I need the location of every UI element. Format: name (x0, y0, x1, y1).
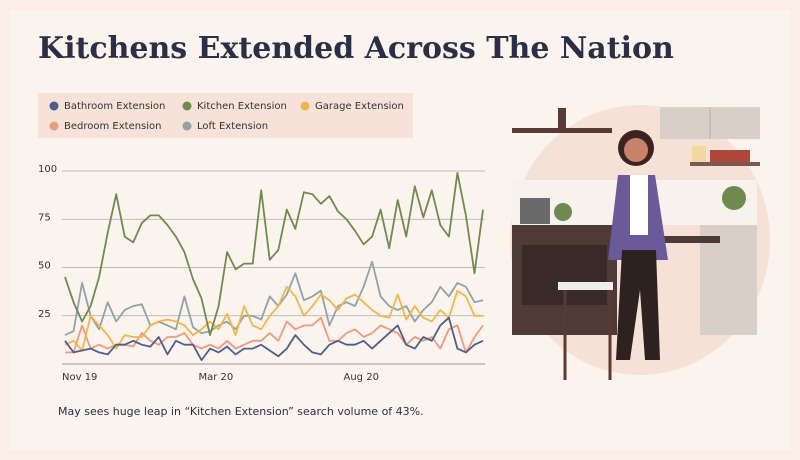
series-line (64, 285, 483, 352)
legend-label: Garage Extension (315, 101, 404, 112)
legend-box (38, 93, 413, 138)
x-tick-label: Mar 20 (198, 372, 233, 383)
legend-label: Kitchen Extension (197, 101, 287, 112)
legend-swatch (182, 101, 192, 111)
series-line (64, 316, 484, 361)
legend-label: Bathroom Extension (64, 101, 165, 112)
legend-swatch (49, 101, 59, 111)
y-tick-label: 100 (38, 164, 57, 175)
illustration (510, 105, 770, 380)
x-tick-label: Aug 20 (344, 372, 379, 383)
legend-swatch (182, 121, 192, 131)
series-line (64, 172, 484, 336)
series-line (64, 260, 484, 336)
chart-title: Kitchens Extended Across The Nation (38, 31, 674, 66)
y-tick-label: 75 (38, 212, 51, 223)
x-tick-label: Nov 19 (62, 372, 97, 383)
series-line (65, 316, 484, 354)
legend-swatch (300, 101, 310, 111)
legend-label: Loft Extension (197, 121, 268, 132)
y-tick-label: 50 (38, 261, 51, 272)
legend-label: Bedroom Extension (64, 121, 162, 132)
annotation: May sees huge leap in “Kitchen Extension… (58, 405, 424, 418)
legend-swatch (49, 121, 59, 131)
y-tick-label: 25 (38, 309, 51, 320)
